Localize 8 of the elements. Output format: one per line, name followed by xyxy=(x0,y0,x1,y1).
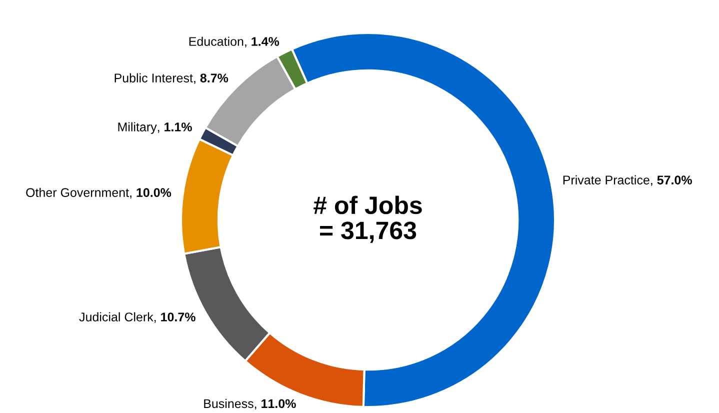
text: # of Jobs = 31,763 xyxy=(314,196,422,243)
slice-label: Business, 11.0% xyxy=(204,398,296,410)
slice-label: Military, 1.1% xyxy=(118,122,192,134)
slice-label: Public Interest, 8.7% xyxy=(114,73,228,84)
slice-label: Private Practice, 57.0% xyxy=(563,175,692,186)
slice-label: Education, 1.4% xyxy=(189,36,280,48)
slice-label: Judicial Clerk, 10.7% xyxy=(79,312,196,323)
slice-label: Other Government, 10.0% xyxy=(26,188,172,198)
